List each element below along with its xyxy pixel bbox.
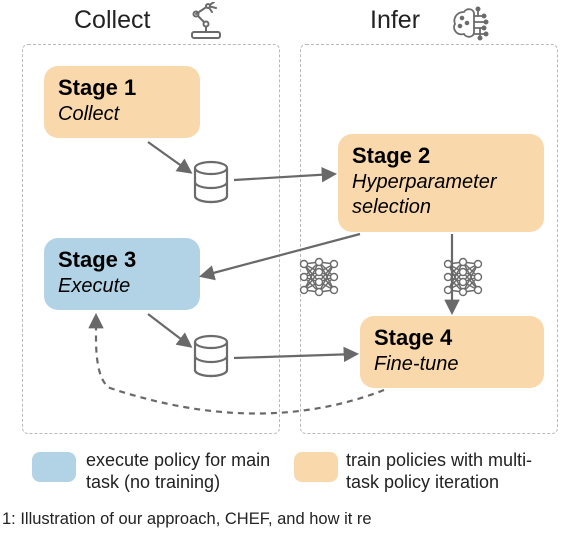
diagram-canvas: Collect Infer [0,0,570,536]
figure-caption: 1: Illustration of our approach, CHEF, a… [2,510,372,529]
legend-orange-line2: task policy iteration [346,472,499,492]
legend-blue-line2: task (no training) [86,472,220,492]
legend-text-blue: execute policy for main task (no trainin… [86,450,270,493]
legend-orange-line1: train policies with multi- [346,450,532,470]
legend-swatch-blue [32,452,76,482]
legend-swatch-orange [294,452,338,482]
legend-text-orange: train policies with multi- task policy i… [346,450,532,493]
legend-blue-line1: execute policy for main [86,450,270,470]
